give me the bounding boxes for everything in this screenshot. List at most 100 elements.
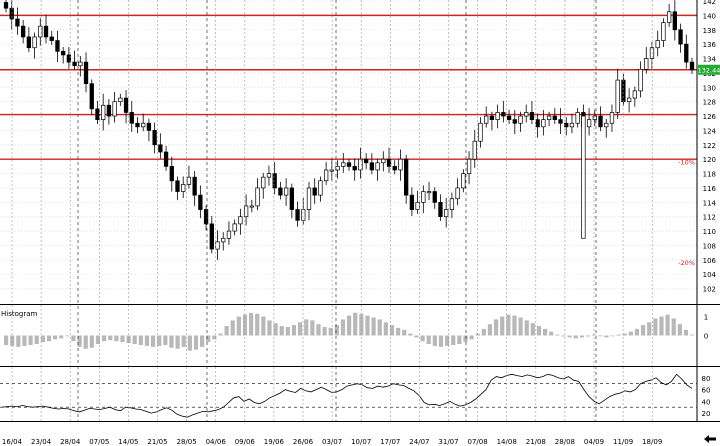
left-arrow-icon[interactable] [704,435,716,443]
histogram-bar [432,335,437,346]
histogram-bar [677,324,682,336]
histogram-bar [218,333,223,336]
x-tick-label: 17/07 [380,438,400,446]
candle-body [501,112,506,117]
candle-body [72,61,77,67]
candle-body [415,201,420,210]
histogram-bar [610,335,615,337]
histogram-bar [506,314,511,336]
histogram-bar [634,328,640,336]
histogram-bar [89,335,94,348]
candle-body [175,180,180,192]
y-tick-label: 134 [703,56,717,64]
candle-body [478,122,483,142]
candle-body [346,162,352,167]
candle-body [289,187,294,210]
candle-body [21,25,26,38]
histogram-bar [71,335,76,342]
histogram-bar [549,331,554,336]
histogram-bar [445,335,450,346]
y-tick-label: 138 [703,27,716,35]
histogram-bar [322,326,327,336]
x-tick-label: 19/06 [264,438,285,446]
histogram-bar [585,335,591,337]
candle-body [529,112,535,120]
histogram-bar [494,319,499,336]
histogram-bar [328,327,333,336]
x-axis: 16/04 23/04 28/04 07/05 14/05 21/05 28/05 04/06… [2,0,662,446]
x-tick-label: 07/08 [468,438,488,446]
candle-body [55,40,60,52]
histogram-bar [622,333,627,336]
candle-body [341,162,346,167]
oscillator-panel: 20 40 60 80 [0,373,720,422]
histogram-bar [408,333,413,336]
histogram-bar [46,335,52,342]
candle-body [392,166,397,171]
x-tick-label: 28/04 [60,438,81,446]
candle-body [283,187,289,196]
candle-body [586,119,592,128]
y-tick-label: 112 [703,214,716,222]
candle-body [609,112,615,124]
x-tick-label: 28/08 [555,438,575,446]
osc-y-tick-label: 40 [702,398,711,406]
histogram-bar [524,320,529,336]
candle-body [163,151,169,167]
candle-body [426,191,432,194]
histogram-bar [371,317,376,336]
histogram-bar [249,312,254,336]
candle-body [466,158,472,174]
candle-body [169,166,174,182]
histogram-bar [273,323,278,336]
candle-body [112,101,117,117]
candle-body [49,36,54,41]
candle-body [26,36,32,49]
histogram-bar [536,326,542,336]
histogram-bar [414,335,419,338]
candle-body [375,162,380,171]
candle-body [495,112,500,120]
histogram-bar [641,325,646,336]
histogram-bar [22,335,27,346]
histogram-bar [285,326,290,336]
candle-body [226,230,232,239]
level-annotation: -20% [678,259,695,267]
histogram-bar [138,335,143,345]
candle-body [655,40,660,49]
histogram-bar [16,335,21,347]
histogram-bar [555,334,560,336]
hist-y-tick-label: 1 [704,314,708,322]
histogram-bar [206,335,211,343]
y-tick-label: 116 [703,185,717,193]
histogram-bar [169,335,174,348]
histogram-bar [40,335,45,343]
histogram-bar [512,315,517,336]
candle-body [438,201,443,218]
candle-body [558,119,563,124]
x-tick-label: 21/08 [526,438,546,446]
x-tick-label: 24/07 [409,438,429,446]
histogram-bar [604,335,609,338]
y-tick-label: 106 [703,257,717,265]
histogram-bar [481,328,486,336]
x-tick-label: 26/06 [293,438,314,446]
histogram-bar [200,335,205,347]
histogram-bar [690,334,695,336]
histogram-bar [28,335,33,345]
candle-body [409,194,415,210]
histogram-bar [567,335,572,338]
y-tick-label: 104 [703,271,717,279]
level-annotation: -10% [678,158,695,166]
candle-body [306,187,312,210]
candle-body [666,11,672,23]
candle-body [215,241,220,250]
x-tick-label: 10/07 [351,438,371,446]
y-tick-label: 102 [703,286,716,294]
y-tick-label: 126 [703,113,717,121]
x-tick-label: 07/05 [89,438,109,446]
candle-body [3,2,9,9]
candle-body [89,83,94,110]
candle-body [158,144,163,153]
